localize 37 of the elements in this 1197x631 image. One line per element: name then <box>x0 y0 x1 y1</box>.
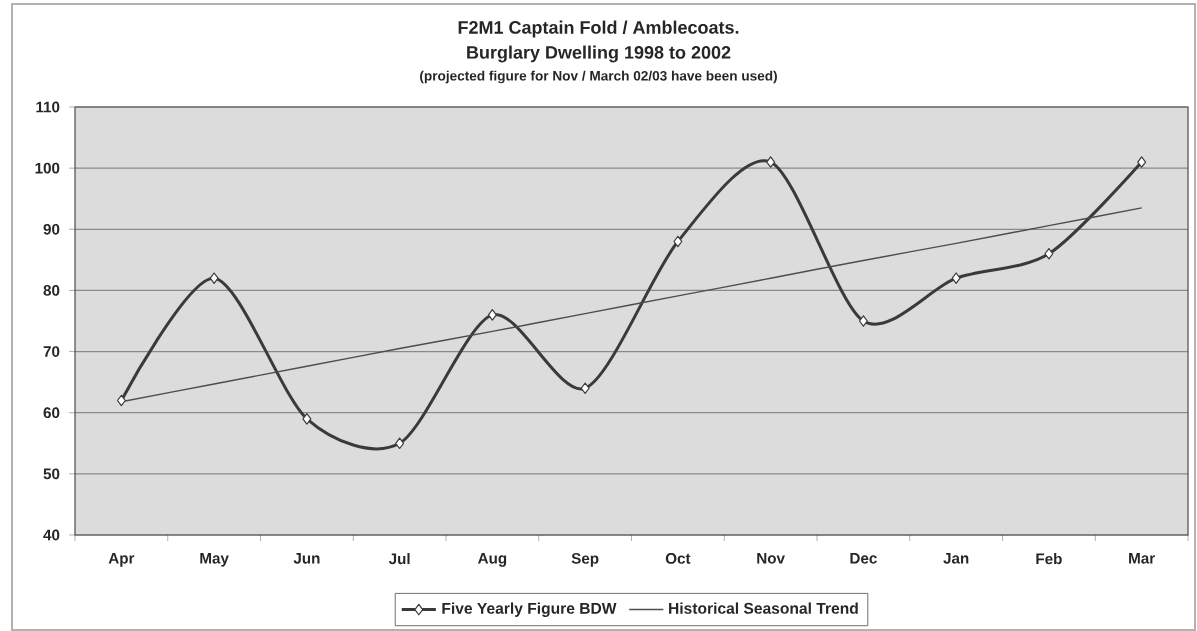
chart-title: F2M1 Captain Fold / Amblecoats. <box>458 20 739 38</box>
y-tick-label: 40 <box>43 529 60 541</box>
point <box>951 272 961 284</box>
point <box>1137 156 1147 168</box>
x-tick-label: Apr <box>108 553 135 567</box>
legend-label: Five Yearly Figure BDW <box>442 602 617 617</box>
x-tick-label: Dec <box>850 553 877 564</box>
point <box>116 394 126 407</box>
y-tick-label: 60 <box>43 407 60 419</box>
x-tick-label: Feb <box>1036 553 1062 565</box>
x-tick-label: Mar <box>1129 553 1155 564</box>
point <box>673 235 683 248</box>
x-tick-label: Aug <box>477 553 507 567</box>
x-tick-label: Jan <box>943 553 969 564</box>
x-tick-label: Sep <box>571 553 599 567</box>
point <box>487 309 497 321</box>
x-tick-label: May <box>200 553 229 567</box>
x-tick-label: Oct <box>665 553 691 564</box>
y-tick-label: 100 <box>35 162 60 174</box>
legend-label: Historical Seasonal Trend <box>669 602 858 614</box>
point <box>766 156 776 168</box>
y-tick-label: 70 <box>43 346 60 357</box>
point <box>858 315 868 327</box>
x-tick-label: Jun <box>293 553 320 564</box>
point <box>1044 247 1054 260</box>
point <box>395 437 405 450</box>
y-tick-label: 50 <box>43 468 60 480</box>
point <box>302 413 312 425</box>
chart-subtitle: Burglary Dwelling 1998 to 2002 <box>467 45 731 63</box>
y-tick-label: 80 <box>43 285 60 296</box>
point <box>580 382 590 395</box>
x-tick-label: Nov <box>757 553 785 564</box>
y-tick-label: 110 <box>36 101 60 113</box>
text: (projected figure for Nov / March 02/03 have been used) <box>420 70 777 84</box>
y-tick-label: 90 <box>43 223 60 235</box>
point <box>209 272 219 284</box>
x-tick-label: Jul <box>388 553 410 565</box>
